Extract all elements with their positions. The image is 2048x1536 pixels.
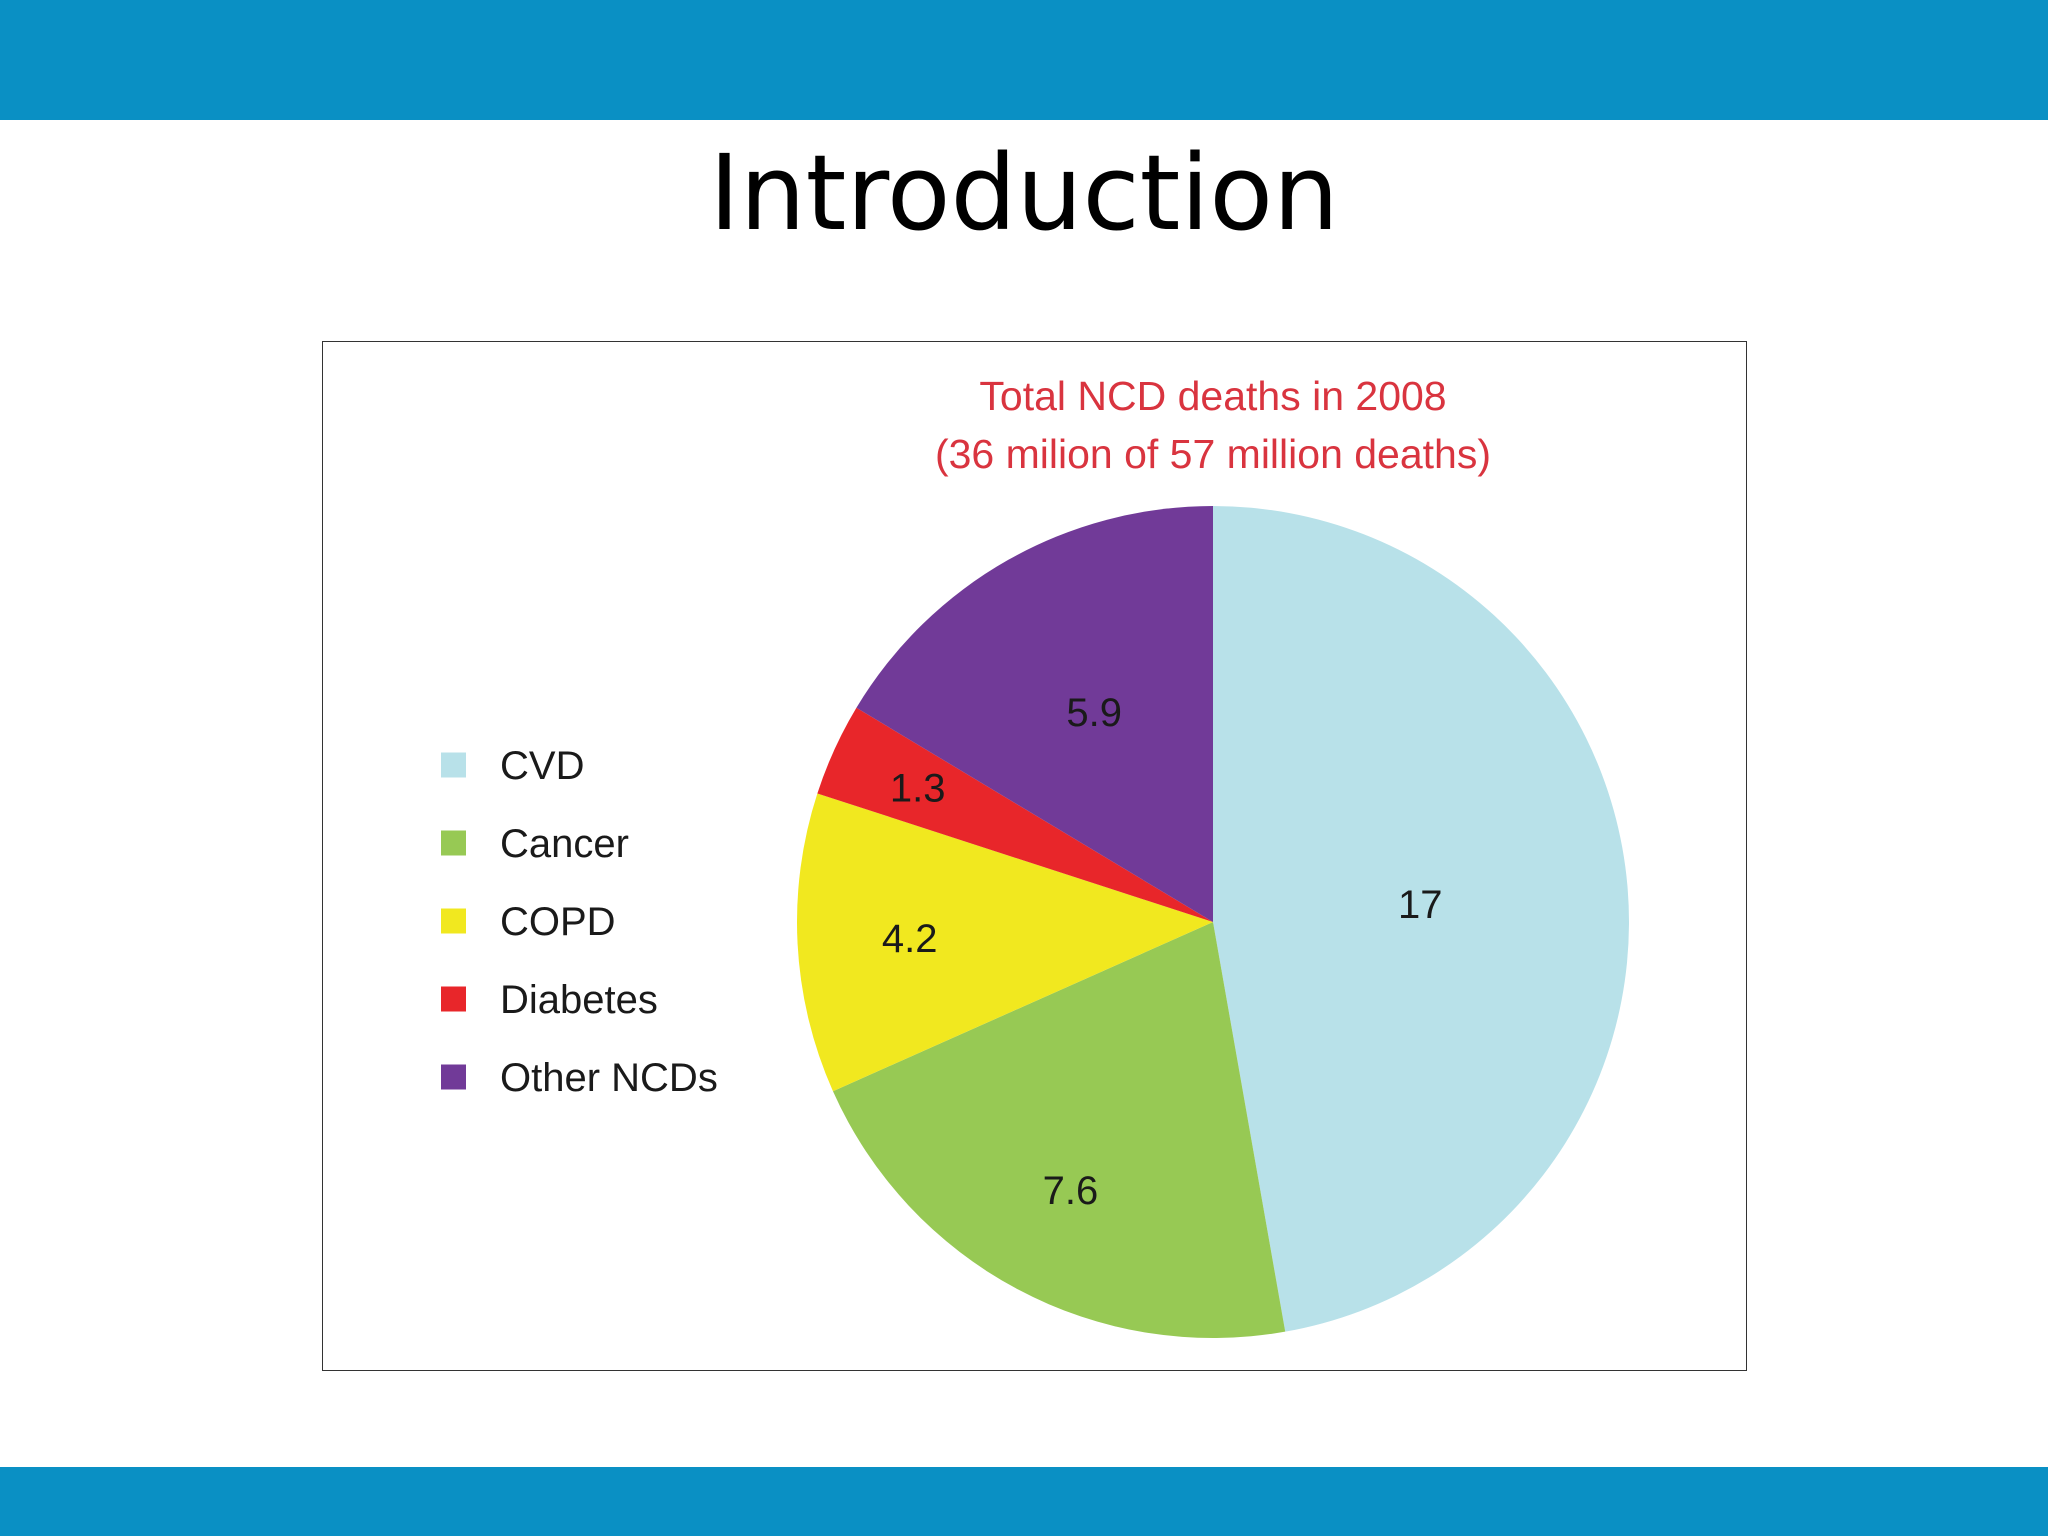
chart-frame: Total NCD deaths in 2008 (36 milion of 5… — [322, 341, 1747, 1371]
legend-label-cancer: Cancer — [500, 822, 629, 866]
legend-swatch-diabetes — [441, 986, 466, 1012]
bottom-banner — [0, 1467, 2048, 1536]
slide-title: Introduction — [709, 132, 1339, 254]
top-banner — [0, 0, 2048, 120]
legend-label-cvd: CVD — [500, 744, 584, 788]
chart-subtitle: (36 milion of 57 million deaths) — [935, 431, 1491, 477]
slice-label-cancer: 7.6 — [1043, 1169, 1099, 1213]
pie-chart: Total NCD deaths in 2008 (36 milion of 5… — [441, 373, 1629, 1338]
slice-label-other-ncds: 5.9 — [1066, 691, 1122, 735]
legend-label-diabetes: Diabetes — [500, 978, 658, 1022]
legend: CVD Cancer COPD Diabetes Other NCDs — [441, 744, 718, 1100]
pie-slices — [797, 506, 1629, 1338]
slice-label-cvd: 17 — [1398, 883, 1443, 927]
legend-swatch-copd — [441, 908, 466, 934]
pie-slice-cancer — [832, 922, 1286, 1338]
pie-slice-cvd — [1213, 506, 1629, 1332]
slice-label-diabetes: 1.3 — [890, 766, 946, 810]
legend-swatch-cancer — [441, 830, 466, 856]
pie-slice-labels: 17 7.6 4.2 1.3 5.9 — [882, 691, 1443, 1213]
chart-title: Total NCD deaths in 2008 — [979, 373, 1446, 419]
legend-swatch-other-ncds — [441, 1064, 466, 1090]
pie-slice-copd — [797, 793, 1213, 1092]
pie-slice-other-ncds — [856, 506, 1213, 922]
legend-swatch-cvd — [441, 752, 466, 778]
pie-slice-diabetes — [817, 707, 1213, 922]
legend-label-copd: COPD — [500, 900, 616, 944]
slice-label-copd: 4.2 — [882, 917, 938, 961]
legend-label-other-ncds: Other NCDs — [500, 1056, 718, 1100]
